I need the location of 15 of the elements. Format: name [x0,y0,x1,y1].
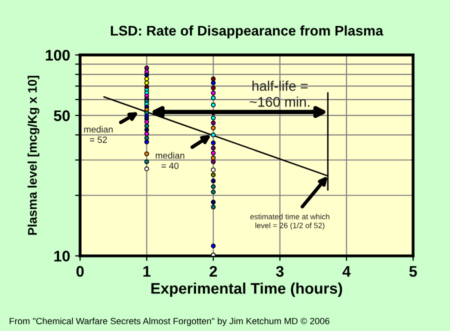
x-tick-label: 3 [276,266,284,277]
y-tick-label: 100 [46,50,70,61]
y-tick-label: 10 [54,250,70,262]
x-axis-title: Experimental Time (hours) [151,282,342,297]
x-tick-label: 4 [342,266,351,277]
x-tick-label: 1 [143,266,151,277]
y-tick-label: 50 [54,110,70,122]
x-tick-label: 2 [210,266,217,277]
y-axis-title: Plasma level [mcg/Kg x 10] [28,76,40,235]
x-tick-label: 5 [409,266,417,277]
annotation: median = 40 [156,152,184,170]
text: From "Chemical Warfare Secrets Almost Forgotten" by Jim Ketchum MD © 2006 [10,318,330,326]
annotation: median = 52 [84,126,113,143]
chart-title: LSD: Rate of Disappearance from Plasma [110,25,384,38]
x-tick-label: 0 [76,266,84,277]
